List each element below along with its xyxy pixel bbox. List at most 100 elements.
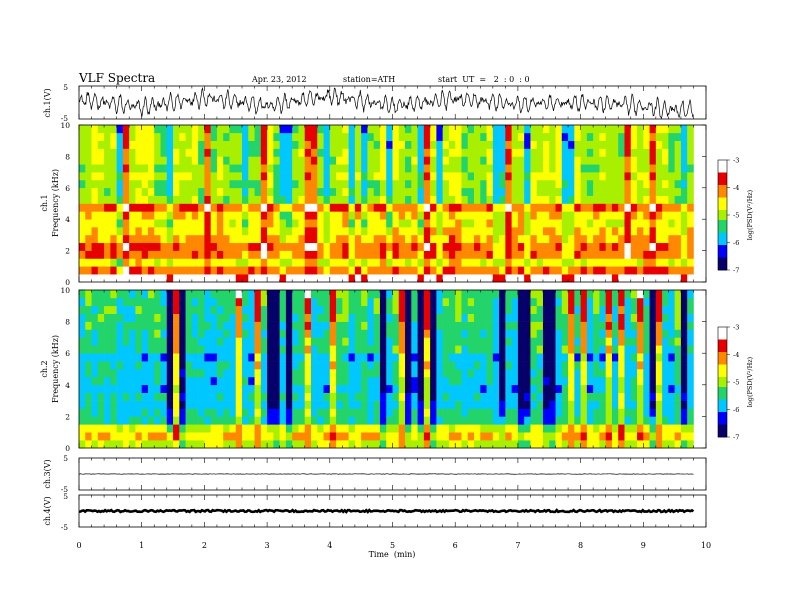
spectrogram-cell (467, 305, 475, 314)
spectrogram-cell (511, 297, 519, 307)
spectrogram-cell (379, 392, 387, 401)
spectrogram-cell (298, 345, 306, 354)
spectrogram-cell (97, 305, 105, 314)
spectrogram-cell (179, 156, 186, 165)
spectrogram-cell (179, 321, 186, 330)
spectrogram-cell (173, 305, 180, 314)
spectrogram-cell (122, 219, 130, 228)
spectrogram-cell (417, 156, 425, 165)
ch2-colorbar-label: log(PSD(V²/Hz) (746, 356, 754, 407)
spectrogram-cell (254, 211, 262, 220)
spectrogram-cell (198, 416, 205, 425)
spectrogram-cell (524, 250, 531, 259)
colorbar-step (718, 342, 727, 345)
spectrogram-cell (336, 392, 343, 401)
spectrogram-cell (517, 219, 525, 228)
spectrogram-cell (630, 376, 638, 386)
spectrogram-cell (536, 290, 544, 299)
spectrogram-cell (342, 290, 349, 299)
spectrogram-cell (122, 416, 130, 425)
spectrogram-cell (687, 290, 694, 299)
spectrogram-cell (511, 384, 519, 393)
spectrogram-cell (191, 290, 199, 299)
spectrogram-cell (198, 172, 205, 181)
spectrogram-cell (354, 266, 362, 275)
spectrogram-cell (423, 125, 431, 134)
spectrogram-cell (405, 274, 412, 283)
spectrogram-cell (85, 125, 92, 134)
spectrogram-cell (329, 219, 337, 228)
spectrogram-cell (436, 361, 443, 370)
spectrogram-cell (605, 195, 613, 204)
spectrogram-cell (267, 250, 274, 259)
spectrogram-cell (179, 329, 186, 338)
spectrogram-cell (329, 424, 337, 433)
spectrogram-cell (216, 156, 224, 165)
spectrogram-cell (536, 440, 544, 449)
spectrogram-cell (605, 440, 613, 449)
spectrogram-cell (147, 369, 155, 378)
spectrogram-cell (135, 203, 142, 212)
spectrogram-cell (235, 416, 243, 425)
spectrogram-cell (135, 337, 142, 346)
spectrogram-cell (110, 164, 117, 173)
spectrogram-cell (292, 313, 299, 322)
spectrogram-cell (342, 432, 349, 441)
spectrogram-cell (85, 416, 92, 425)
spectrogram-cell (511, 179, 519, 189)
spectrogram-cell (260, 416, 268, 425)
spectrogram-cell (655, 361, 663, 370)
spectrogram-cell (166, 187, 174, 196)
spectrogram-cell (204, 297, 211, 307)
spectrogram-cell (179, 258, 186, 267)
spectrogram-cell (273, 242, 280, 251)
spectrogram-cell (285, 337, 293, 346)
spectrogram-cell (568, 258, 575, 267)
spectrogram-cell (116, 266, 124, 275)
spectrogram-cell (304, 321, 312, 330)
spectrogram-cell (79, 234, 86, 244)
spectrogram-cell (97, 242, 105, 251)
spectrogram-cell (687, 297, 694, 307)
spectrogram-cell (85, 274, 92, 283)
spectrogram-cell (662, 132, 669, 141)
spectrogram-cell (129, 361, 136, 370)
spectrogram-cell (116, 290, 124, 299)
spectrogram-cell (379, 305, 387, 314)
spectrogram-cell (568, 313, 575, 322)
spectrogram-cell (423, 305, 431, 314)
spectrogram-cell (79, 440, 86, 449)
spectrogram-cell (379, 156, 387, 165)
spectrogram-cell (104, 408, 111, 417)
spectrogram-cell (448, 305, 456, 314)
spectrogram-cell (204, 211, 211, 220)
spectrogram-cell (104, 195, 111, 204)
spectrogram-cell (242, 164, 249, 173)
spectrogram-cell (85, 132, 92, 141)
spectrogram-cell (198, 258, 205, 267)
spectrogram-cell (260, 329, 268, 338)
x-tick-label: 4 (327, 541, 332, 550)
spectrogram-cell (235, 329, 243, 338)
spectrogram-cell (511, 424, 519, 433)
spectrogram-cell (448, 321, 456, 330)
spectrogram-cell (110, 321, 117, 330)
spectrogram-cell (166, 297, 174, 307)
spectrogram-cell (198, 345, 205, 354)
spectrogram-cell (304, 290, 312, 299)
spectrogram-cell (542, 416, 550, 425)
spectrogram-cell (386, 148, 393, 157)
spectrogram-cell (260, 432, 268, 441)
spectrogram-cell (310, 384, 318, 393)
spectrogram-cell (536, 337, 544, 346)
spectrogram-cell (304, 132, 312, 141)
spectrogram-cell (379, 290, 387, 299)
spectrogram-cell (568, 337, 575, 346)
spectrogram-cell (542, 156, 550, 165)
spectrogram-cell (568, 195, 575, 204)
spectrogram-cell (574, 227, 581, 236)
spectrogram-cell (611, 361, 619, 370)
spectrogram-cell (662, 424, 669, 433)
spectrogram-cell (436, 353, 443, 362)
spectrogram-cell (574, 376, 581, 386)
